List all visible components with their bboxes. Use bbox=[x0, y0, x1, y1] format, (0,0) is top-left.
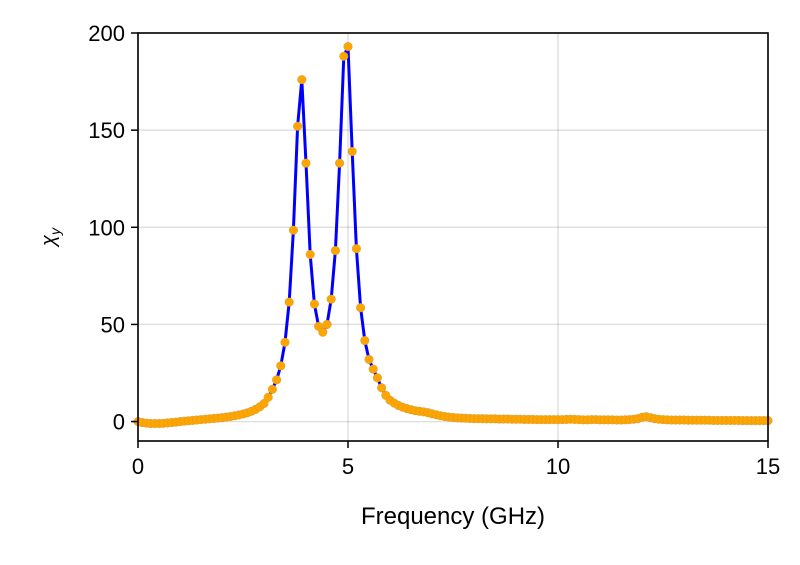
y-axis-label-subscript: y bbox=[47, 227, 63, 236]
data-point bbox=[368, 364, 378, 374]
data-point bbox=[309, 299, 319, 309]
data-point bbox=[364, 354, 374, 364]
data-point bbox=[272, 375, 282, 385]
x-axis-label: Frequency (GHz) bbox=[361, 503, 545, 530]
y-tick-label: 150 bbox=[88, 118, 125, 143]
data-point bbox=[284, 297, 294, 307]
data-point bbox=[377, 383, 387, 393]
data-point bbox=[259, 399, 269, 409]
y-tick-label: 50 bbox=[101, 312, 125, 337]
data-point bbox=[343, 42, 353, 52]
data-point bbox=[318, 327, 328, 337]
grid bbox=[137, 32, 769, 441]
data-point bbox=[351, 244, 361, 254]
data-point bbox=[339, 51, 349, 61]
plot-frame bbox=[137, 32, 769, 442]
x-tick-label: 15 bbox=[756, 454, 780, 479]
x-tick-label: 0 bbox=[132, 454, 144, 479]
y-tick-label: 200 bbox=[88, 21, 125, 46]
data-point bbox=[360, 336, 370, 346]
x-tick-label: 10 bbox=[546, 454, 570, 479]
data-point bbox=[297, 75, 307, 85]
data-point bbox=[288, 225, 298, 235]
data-point bbox=[335, 158, 345, 168]
y-tick-label: 0 bbox=[113, 410, 125, 435]
y-axis-label: χy bbox=[38, 227, 63, 248]
data-point bbox=[301, 158, 311, 168]
data-point bbox=[267, 384, 277, 394]
y-tick-label: 100 bbox=[88, 215, 125, 240]
data-point bbox=[263, 392, 273, 402]
data-point bbox=[293, 121, 303, 131]
y-axis-label-symbol: χ bbox=[38, 234, 60, 248]
data-point bbox=[356, 303, 366, 313]
data-point bbox=[330, 246, 340, 256]
data-point bbox=[326, 294, 336, 304]
data-point bbox=[322, 319, 332, 329]
data-point bbox=[305, 249, 315, 259]
data-point bbox=[280, 337, 290, 347]
series bbox=[133, 42, 773, 429]
data-point bbox=[372, 373, 382, 383]
x-tick-label: 5 bbox=[342, 454, 354, 479]
data-point bbox=[276, 361, 286, 371]
series-line bbox=[137, 45, 768, 426]
data-point bbox=[347, 147, 357, 157]
